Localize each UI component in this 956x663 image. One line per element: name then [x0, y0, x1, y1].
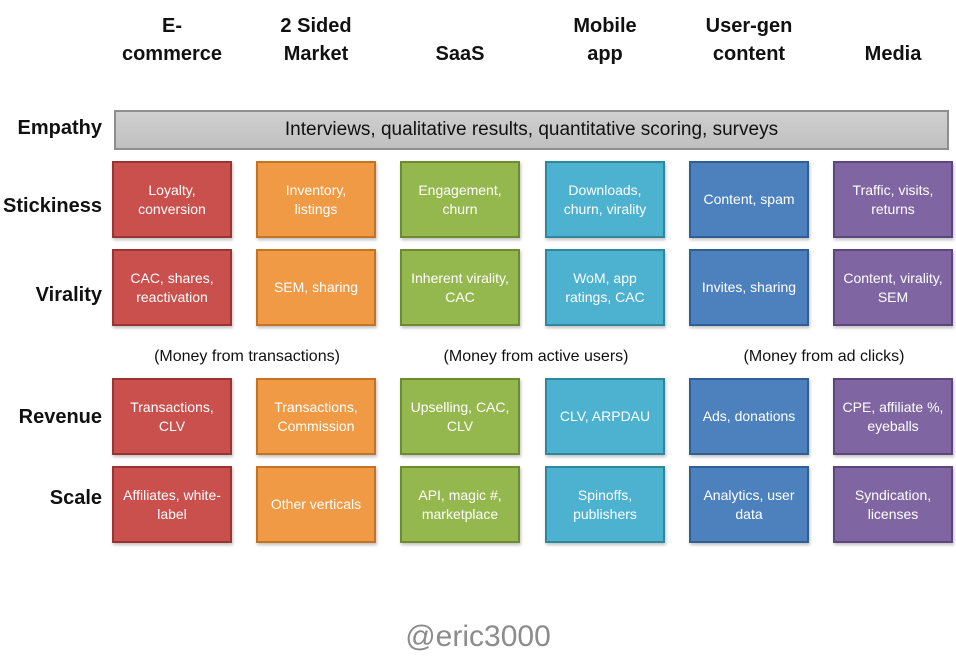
scale-media-text: Syndication, licenses	[854, 486, 932, 522]
scale-media-box: Syndication, licenses	[833, 466, 953, 543]
stickiness-mobile-box: Downloads, churn, virality	[545, 161, 665, 238]
money-caption-transactions: (Money from transactions)	[154, 348, 340, 365]
revenue-media-text: CPE, affiliate %, eyeballs	[842, 398, 944, 434]
scale-ugc-box: Analytics, user data	[689, 466, 809, 543]
column-header-user-gen-content-label: User-gen content	[705, 15, 793, 65]
revenue-saas-box: Upselling, CAC, CLV	[400, 378, 520, 455]
revenue-media-box: CPE, affiliate %, eyeballs	[833, 378, 953, 455]
row-label-empathy: Empathy	[17, 117, 102, 139]
empathy-bar: Interviews, qualitative results, quantit…	[114, 110, 949, 150]
stickiness-saas-box: Engagement, churn	[400, 161, 520, 238]
stickiness-ecommerce-box: Loyalty, conversion	[112, 161, 232, 238]
revenue-saas-text: Upselling, CAC, CLV	[410, 398, 510, 434]
author-credit: @eric3000	[405, 620, 551, 653]
scale-market-box: Other verticals	[256, 466, 376, 543]
virality-ecommerce-box: CAC, shares, reactivation	[112, 249, 232, 326]
virality-saas-box: Inherent virality, CAC	[400, 249, 520, 326]
revenue-ugc-box: Ads, donations	[689, 378, 809, 455]
virality-market-box: SEM, sharing	[256, 249, 376, 326]
stickiness-ugc-text: Content, spam	[703, 191, 795, 207]
column-header-mobile-app: Mobile app	[543, 8, 667, 68]
revenue-market-box: Transactions, Commission	[256, 378, 376, 455]
money-caption-ad-clicks: (Money from ad clicks)	[743, 348, 905, 365]
column-header-saas-label: SaaS	[435, 43, 485, 65]
virality-mobile-text: WoM, app ratings, CAC	[565, 269, 645, 305]
stickiness-market-text: Inventory, listings	[285, 181, 347, 217]
revenue-market-text: Transactions, Commission	[274, 398, 358, 434]
stickiness-media-box: Traffic, visits, returns	[833, 161, 953, 238]
column-header-media-label: Media	[864, 43, 922, 65]
scale-saas-text: API, magic #, marketplace	[418, 486, 502, 522]
virality-ugc-box: Invites, sharing	[689, 249, 809, 326]
virality-media-text: Content, virality, SEM	[843, 269, 943, 305]
column-header-saas: SaaS	[398, 8, 522, 68]
column-header-ecommerce-label: E- commerce	[121, 15, 223, 65]
revenue-ecommerce-box: Transactions, CLV	[112, 378, 232, 455]
row-label-scale: Scale	[49, 487, 102, 509]
scale-mobile-text: Spinoffs, publishers	[573, 486, 637, 522]
scale-ecommerce-text: Affiliates, white-label	[123, 486, 221, 522]
scale-saas-box: API, magic #, marketplace	[400, 466, 520, 543]
virality-saas-text: Inherent virality, CAC	[411, 269, 509, 305]
row-label-revenue: Revenue	[18, 406, 102, 428]
stickiness-mobile-text: Downloads, churn, virality	[563, 181, 647, 217]
column-header-user-gen-content: User-gen content	[687, 8, 811, 68]
stickiness-ecommerce-text: Loyalty, conversion	[138, 181, 206, 217]
revenue-ugc-text: Ads, donations	[702, 408, 796, 424]
revenue-mobile-box: CLV, ARPDAU	[545, 378, 665, 455]
stickiness-ugc-box: Content, spam	[689, 161, 809, 238]
scale-ecommerce-box: Affiliates, white-label	[112, 466, 232, 543]
virality-ecommerce-text: CAC, shares, reactivation	[130, 269, 214, 305]
scale-market-text: Other verticals	[270, 496, 362, 512]
stickiness-market-box: Inventory, listings	[256, 161, 376, 238]
scale-ugc-text: Analytics, user data	[703, 486, 795, 522]
virality-market-text: SEM, sharing	[273, 279, 359, 295]
stickiness-media-text: Traffic, visits, returns	[852, 181, 934, 217]
revenue-ecommerce-text: Transactions, CLV	[130, 398, 214, 434]
stickiness-saas-text: Engagement, churn	[418, 181, 502, 217]
column-header-mobile-app-label: Mobile app	[573, 15, 637, 65]
column-header-2-sided-market: 2 Sided Market	[254, 8, 378, 68]
column-header-media: Media	[831, 8, 955, 68]
money-caption-active-users: (Money from active users)	[443, 348, 629, 365]
virality-ugc-text: Invites, sharing	[701, 279, 797, 295]
virality-mobile-box: WoM, app ratings, CAC	[545, 249, 665, 326]
virality-media-box: Content, virality, SEM	[833, 249, 953, 326]
column-header-2-sided-market-label: 2 Sided Market	[280, 15, 352, 65]
scale-mobile-box: Spinoffs, publishers	[545, 466, 665, 543]
row-label-virality: Virality	[35, 284, 102, 306]
row-label-stickiness: Stickiness	[3, 195, 102, 217]
column-header-ecommerce: E- commerce	[110, 8, 234, 68]
revenue-mobile-text: CLV, ARPDAU	[559, 408, 651, 424]
